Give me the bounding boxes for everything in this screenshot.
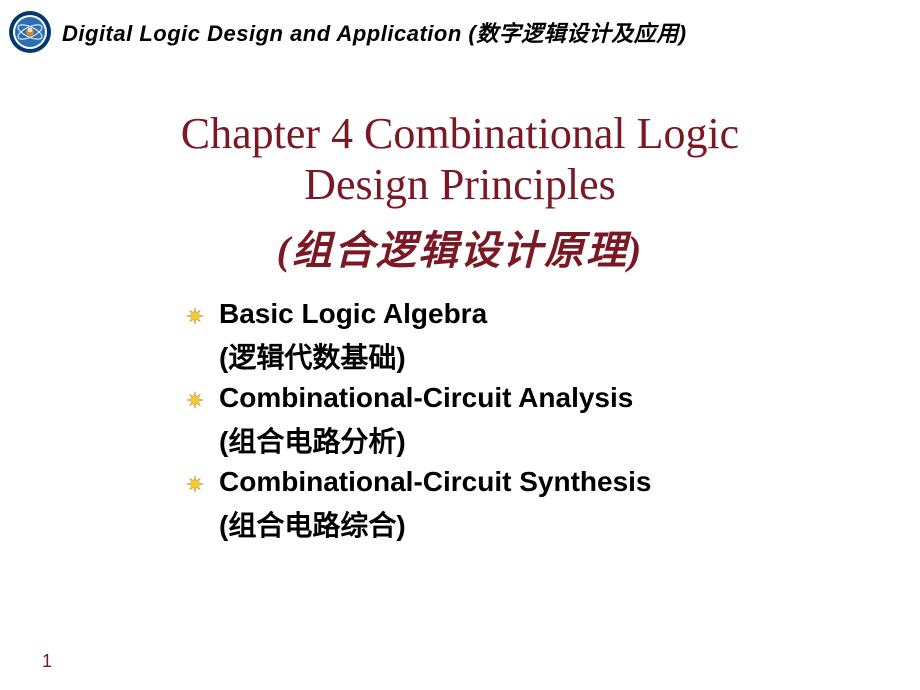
university-logo-icon <box>8 10 52 54</box>
list-item: Combinational-Circuit Synthesis (组合电路综合) <box>185 466 920 544</box>
chapter-title-line1: Chapter 4 Combinational Logic <box>40 109 880 160</box>
star-bullet-icon <box>185 390 205 410</box>
bullet-list: Basic Logic Algebra (逻辑代数基础) Combination… <box>0 298 920 544</box>
title-block: Chapter 4 Combinational Logic Design Pri… <box>0 109 920 276</box>
header-title-cn: 数字逻辑设计及应用 <box>476 21 679 46</box>
chapter-subtitle-cn: (组合逻辑设计原理) <box>40 218 880 276</box>
header-title-en: Digital Logic Design and Application ( <box>62 21 476 46</box>
bullet-cn-text: (逻辑代数基础) <box>219 336 920 376</box>
slide-header: Digital Logic Design and Application (数字… <box>0 0 920 54</box>
header-title-close: ) <box>679 21 687 46</box>
bullet-en-text: Basic Logic Algebra <box>219 298 487 330</box>
bullet-en-text: Combinational-Circuit Analysis <box>219 382 633 414</box>
header-title: Digital Logic Design and Application (数字… <box>62 16 687 48</box>
bullet-en-text: Combinational-Circuit Synthesis <box>219 466 652 498</box>
bullet-cn-text: (组合电路综合) <box>219 504 920 544</box>
list-item: Basic Logic Algebra (逻辑代数基础) <box>185 298 920 376</box>
chapter-title-line2: Design Principles <box>40 160 880 211</box>
star-bullet-icon <box>185 306 205 326</box>
list-item: Combinational-Circuit Analysis (组合电路分析) <box>185 382 920 460</box>
page-number: 1 <box>42 651 52 672</box>
star-bullet-icon <box>185 474 205 494</box>
bullet-cn-text: (组合电路分析) <box>219 420 920 460</box>
